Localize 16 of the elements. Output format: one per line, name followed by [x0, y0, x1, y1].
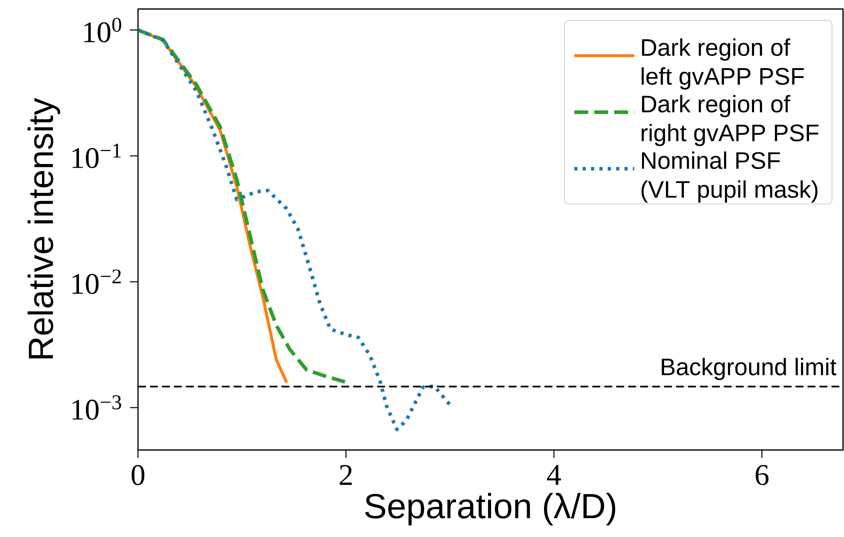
- y-tick-label: 10$^{−3}$: [72, 395, 122, 420]
- line-series: [138, 28, 347, 384]
- y-tick-label: 10$^{−1}$: [72, 144, 121, 168]
- x-tick-label: 4: [547, 465, 561, 485]
- x-tick-label: 2: [340, 465, 352, 485]
- line-series: [138, 28, 452, 432]
- y-tick-label: 10$^{0}$: [84, 18, 122, 42]
- x-tick-label: 0: [132, 465, 144, 486]
- x-axis-title: Separation (λ/D): [365, 492, 616, 526]
- ref-line-label: Background limit: [662, 358, 836, 380]
- legend-label: Nominal PSF (VLT pupil mask): [642, 151, 818, 203]
- legend-label: Dark region of right gvAPP PSF: [642, 94, 818, 146]
- y-axis-title: Relative intensity: [28, 98, 60, 358]
- x-tick-label: 6: [756, 465, 768, 486]
- y-tick-label: 10$^{−2}$: [72, 269, 121, 294]
- legend-label: Dark region of left gvAPP PSF: [642, 38, 804, 90]
